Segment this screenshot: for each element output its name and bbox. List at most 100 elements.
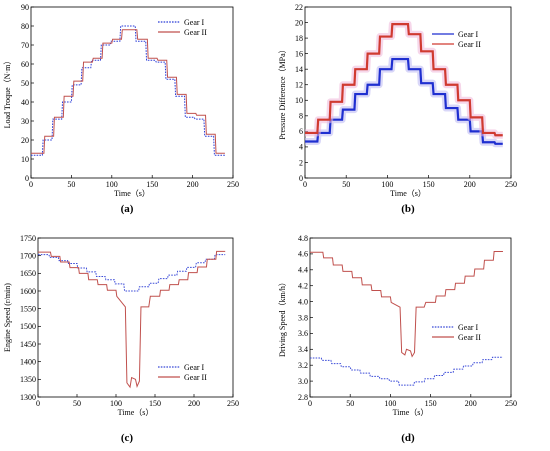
- y-axis-label: Pressure Difference（MPa）: [278, 45, 287, 139]
- y-tick-label: 20: [295, 18, 303, 27]
- y-tick-label: 1650: [20, 269, 36, 278]
- y-tick-label: 50: [21, 79, 29, 88]
- y-tick-label: 4.6: [298, 250, 308, 259]
- x-tick-label: 50: [73, 399, 81, 408]
- series-line-gear-i: [310, 356, 503, 386]
- y-tick-label: 1750: [20, 234, 36, 243]
- y-tick-label: 40: [21, 98, 29, 107]
- plot-frame: [309, 237, 512, 398]
- chart-panel-1: 0 50 100 150 200 250 0 10 20 30 40 50 60 70 80 90 Time（s…: [3, 3, 239, 215]
- x-tick-label: 50: [67, 180, 75, 189]
- x-tick-label: 100: [110, 399, 122, 408]
- series-line-gear-ii: [38, 250, 226, 389]
- y-tick-label: 70: [21, 41, 29, 50]
- y-tick-label: 1400: [20, 357, 36, 366]
- y-tick-label: 1350: [20, 375, 36, 384]
- plot-frame: [37, 237, 234, 398]
- y-tick-label: 1500: [20, 322, 36, 331]
- y-tick-label: 20: [21, 136, 29, 145]
- y-tick-label: 3.8: [298, 313, 308, 322]
- plot-frame: [30, 6, 234, 179]
- y-tick-label: 0: [25, 174, 29, 183]
- x-tick-label: 150: [146, 180, 158, 189]
- series-line-gear-ii: [310, 251, 503, 358]
- legend-label: Gear I: [458, 323, 479, 332]
- y-tick-label: 10: [21, 155, 29, 164]
- series-line-gear-i: [305, 57, 503, 145]
- y-tick-label: 16: [295, 49, 303, 58]
- x-tick-label: 0: [29, 180, 33, 189]
- y-tick-label: 18: [295, 34, 303, 43]
- legend-label: Gear II: [184, 28, 207, 37]
- y-axis-label: Driving Speed（km/h）: [278, 278, 287, 357]
- x-tick-label: 200: [187, 180, 199, 189]
- y-tick-label: 1600: [20, 287, 36, 296]
- x-tick-label: 150: [149, 399, 161, 408]
- series-line-gear-i: [38, 254, 226, 292]
- x-tick-label: 250: [227, 180, 239, 189]
- x-tick-label: 250: [505, 180, 517, 189]
- plot-frame: [304, 6, 512, 179]
- y-tick-label: 4.0: [298, 297, 308, 306]
- y-tick-label: 1550: [20, 304, 36, 313]
- x-tick-label: 0: [303, 180, 307, 189]
- y-tick-label: 2: [299, 158, 303, 167]
- legend-label: Gear II: [458, 40, 481, 49]
- legend-label: Gear I: [458, 30, 479, 39]
- y-tick-label: 4.8: [298, 234, 308, 243]
- x-axis-label: Time（s）: [114, 189, 150, 198]
- y-tick-label: 14: [295, 65, 303, 74]
- y-tick-label: 8: [299, 112, 303, 121]
- y-tick-label: 30: [21, 117, 29, 126]
- y-tick-label: 3.4: [298, 345, 308, 354]
- legend-label: Gear I: [184, 363, 205, 372]
- x-tick-label: 250: [505, 399, 517, 408]
- panel-label: (a): [121, 203, 134, 215]
- x-tick-label: 100: [384, 399, 396, 408]
- x-tick-label: 250: [227, 399, 239, 408]
- y-tick-label: 12: [295, 81, 303, 90]
- series-line-gear-ii: [305, 23, 503, 137]
- y-tick-label: 4.4: [298, 266, 308, 275]
- y-tick-label: 6: [299, 127, 303, 136]
- y-tick-label: 10: [295, 96, 303, 105]
- x-axis-label: Time（s）: [118, 408, 154, 417]
- series-line-gear-ii: [31, 29, 225, 154]
- y-tick-label: 0: [299, 174, 303, 183]
- y-tick-label: 3.0: [298, 377, 308, 386]
- chart-panel-2: 0 50 100 150 200 250 0 2 4 6 8 10 12 14 16 18 20 22 Time（s…: [278, 3, 517, 215]
- x-tick-label: 150: [423, 180, 435, 189]
- chart-panel-3: 0 50 100 150 200 250 1300 1350 1400 1450 1500 1550 1…: [3, 234, 239, 444]
- chart-panel-4: 0 50 100 150 200 250 2.8 3.0 3.2 3.4 3.6 3.8 4.0 4.2 4…: [278, 234, 517, 444]
- x-tick-label: 150: [425, 399, 437, 408]
- y-tick-label: 3.6: [298, 329, 308, 338]
- y-tick-label: 2.8: [298, 393, 308, 402]
- y-tick-label: 1700: [20, 251, 36, 260]
- legend-label: Gear I: [184, 18, 205, 27]
- y-tick-label: 90: [21, 3, 29, 12]
- x-axis-label: Time（s）: [390, 189, 426, 198]
- y-tick-label: 4: [299, 143, 303, 152]
- y-tick-label: 4.2: [298, 282, 308, 291]
- y-tick-label: 1300: [20, 393, 36, 402]
- y-axis-label: Load Troque（N·m）: [3, 57, 12, 129]
- panel-label: (c): [121, 432, 134, 444]
- x-tick-label: 100: [106, 180, 118, 189]
- x-axis-label: Time（s）: [393, 408, 429, 417]
- x-tick-label: 200: [465, 399, 477, 408]
- y-tick-label: 1450: [20, 340, 36, 349]
- x-tick-label: 0: [308, 399, 312, 408]
- x-tick-label: 50: [342, 180, 350, 189]
- x-tick-label: 0: [36, 399, 40, 408]
- legend-label: Gear II: [184, 373, 207, 382]
- series-line-gear-i: [31, 25, 225, 156]
- y-tick-label: 80: [21, 22, 29, 31]
- x-tick-label: 200: [464, 180, 476, 189]
- y-tick-label: 22: [295, 3, 303, 12]
- panel-label: (d): [401, 432, 415, 444]
- x-tick-label: 50: [346, 399, 354, 408]
- y-axis-label: Engine Speed (r/min): [3, 283, 12, 352]
- legend-label: Gear II: [458, 333, 481, 342]
- x-tick-label: 200: [188, 399, 200, 408]
